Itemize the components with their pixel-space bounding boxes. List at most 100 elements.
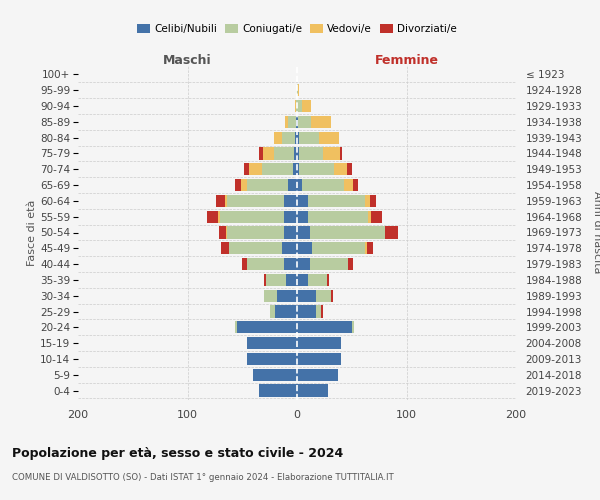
Bar bbox=[299, 163, 334, 175]
Bar bbox=[297, 337, 341, 349]
Bar bbox=[371, 210, 382, 223]
Bar bbox=[297, 132, 299, 144]
Bar bbox=[297, 179, 302, 192]
Text: Maschi: Maschi bbox=[163, 54, 212, 66]
Bar bbox=[262, 163, 293, 175]
Bar bbox=[218, 210, 220, 223]
Bar bbox=[264, 274, 266, 286]
Bar bbox=[242, 258, 247, 270]
Bar bbox=[281, 242, 297, 254]
Bar bbox=[244, 163, 249, 175]
Text: Femmine: Femmine bbox=[374, 54, 439, 66]
Bar bbox=[220, 210, 284, 223]
Bar bbox=[326, 274, 329, 286]
Bar bbox=[298, 116, 311, 128]
Bar bbox=[296, 100, 297, 112]
Bar bbox=[284, 226, 297, 238]
Bar bbox=[297, 306, 316, 318]
Y-axis label: Anni di nascita: Anni di nascita bbox=[592, 191, 600, 274]
Bar bbox=[237, 321, 297, 334]
Bar bbox=[344, 179, 353, 192]
Bar bbox=[298, 84, 299, 96]
Bar bbox=[297, 210, 308, 223]
Bar bbox=[296, 116, 297, 128]
Bar bbox=[247, 337, 297, 349]
Bar bbox=[365, 242, 367, 254]
Bar bbox=[302, 100, 311, 112]
Bar bbox=[297, 194, 308, 207]
Bar bbox=[302, 179, 344, 192]
Bar bbox=[253, 368, 297, 381]
Bar bbox=[247, 353, 297, 365]
Bar bbox=[284, 194, 297, 207]
Bar bbox=[288, 116, 296, 128]
Bar bbox=[229, 242, 281, 254]
Bar bbox=[308, 274, 326, 286]
Bar bbox=[297, 148, 299, 160]
Bar bbox=[310, 258, 349, 270]
Bar bbox=[297, 368, 338, 381]
Bar bbox=[225, 194, 227, 207]
Bar bbox=[308, 194, 365, 207]
Bar bbox=[275, 306, 297, 318]
Bar bbox=[311, 116, 331, 128]
Bar bbox=[259, 384, 297, 396]
Bar bbox=[284, 258, 297, 270]
Bar bbox=[249, 163, 262, 175]
Bar bbox=[299, 148, 323, 160]
Bar bbox=[259, 148, 263, 160]
Bar bbox=[299, 132, 319, 144]
Bar bbox=[353, 179, 358, 192]
Bar bbox=[321, 306, 323, 318]
Bar bbox=[266, 274, 286, 286]
Bar bbox=[323, 148, 340, 160]
Bar bbox=[241, 179, 247, 192]
Bar bbox=[297, 84, 298, 96]
Bar bbox=[368, 210, 371, 223]
Bar bbox=[297, 321, 352, 334]
Bar bbox=[385, 226, 398, 238]
Bar bbox=[227, 194, 284, 207]
Bar bbox=[247, 258, 284, 270]
Bar bbox=[297, 242, 313, 254]
Bar bbox=[313, 242, 365, 254]
Bar bbox=[284, 210, 297, 223]
Bar bbox=[370, 194, 376, 207]
Bar bbox=[235, 321, 237, 334]
Bar bbox=[352, 321, 354, 334]
Bar bbox=[285, 116, 288, 128]
Bar bbox=[316, 306, 321, 318]
Bar bbox=[281, 132, 295, 144]
Bar bbox=[316, 290, 331, 302]
Bar bbox=[264, 290, 277, 302]
Bar bbox=[288, 179, 297, 192]
Bar bbox=[219, 226, 226, 238]
Bar bbox=[286, 274, 297, 286]
Bar bbox=[297, 258, 310, 270]
Bar bbox=[297, 274, 308, 286]
Text: Popolazione per età, sesso e stato civile - 2024: Popolazione per età, sesso e stato civil… bbox=[12, 448, 343, 460]
Y-axis label: Fasce di età: Fasce di età bbox=[28, 200, 37, 266]
Bar bbox=[334, 163, 347, 175]
Bar bbox=[349, 258, 353, 270]
Bar bbox=[319, 132, 338, 144]
Bar bbox=[310, 226, 385, 238]
Bar bbox=[207, 210, 218, 223]
Bar bbox=[297, 290, 316, 302]
Bar bbox=[308, 210, 368, 223]
Bar bbox=[367, 242, 373, 254]
Legend: Celibi/Nubili, Coniugati/e, Vedovi/e, Divorziati/e: Celibi/Nubili, Coniugati/e, Vedovi/e, Di… bbox=[133, 20, 461, 38]
Bar bbox=[227, 226, 284, 238]
Bar bbox=[274, 148, 294, 160]
Bar bbox=[294, 148, 297, 160]
Bar bbox=[247, 179, 288, 192]
Bar bbox=[269, 306, 275, 318]
Bar bbox=[297, 384, 328, 396]
Bar bbox=[297, 226, 310, 238]
Bar bbox=[297, 163, 299, 175]
Bar bbox=[235, 179, 241, 192]
Bar bbox=[331, 290, 333, 302]
Bar bbox=[295, 100, 296, 112]
Bar bbox=[293, 163, 297, 175]
Bar bbox=[216, 194, 225, 207]
